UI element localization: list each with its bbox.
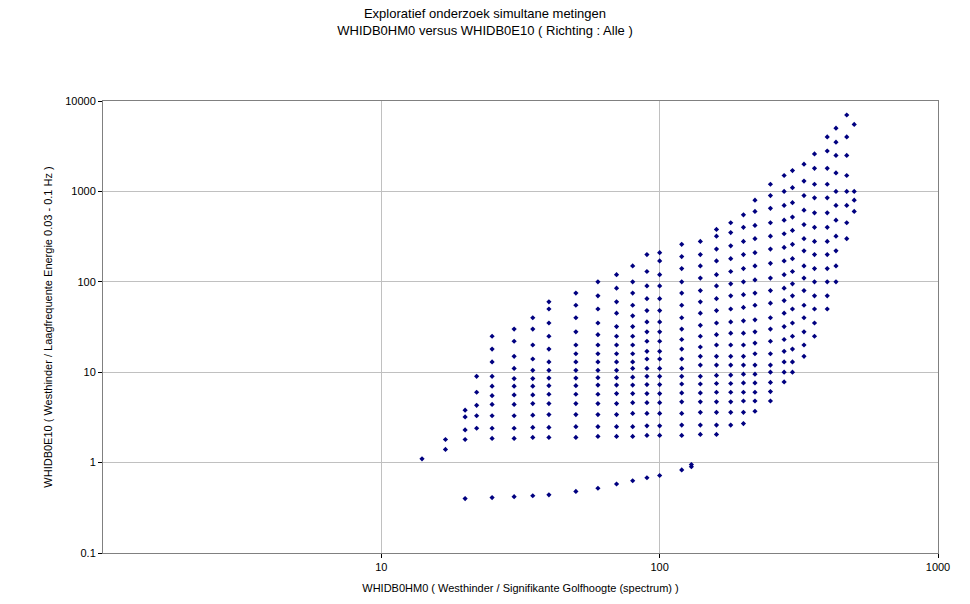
svg-text:1: 1 [90,456,96,468]
svg-text:10000: 10000 [65,95,96,107]
svg-text:0.1: 0.1 [81,547,96,559]
svg-text:Exploratief onderzoek simultan: Exploratief onderzoek simultane metingen… [337,6,632,38]
svg-text:100: 100 [77,276,95,288]
svg-text:WHIDB0HM0 ( Westhinder / Signi: WHIDB0HM0 ( Westhinder / Signifikante Go… [362,582,678,594]
svg-text:WHIDB0E10 ( Westhinder / Laagf: WHIDB0E10 ( Westhinder / Laagfrequente E… [42,166,54,487]
svg-text:1000: 1000 [71,185,95,197]
svg-text:1000: 1000 [926,561,950,573]
svg-text:10: 10 [375,561,387,573]
svg-text:10: 10 [84,366,96,378]
svg-text:100: 100 [650,561,668,573]
